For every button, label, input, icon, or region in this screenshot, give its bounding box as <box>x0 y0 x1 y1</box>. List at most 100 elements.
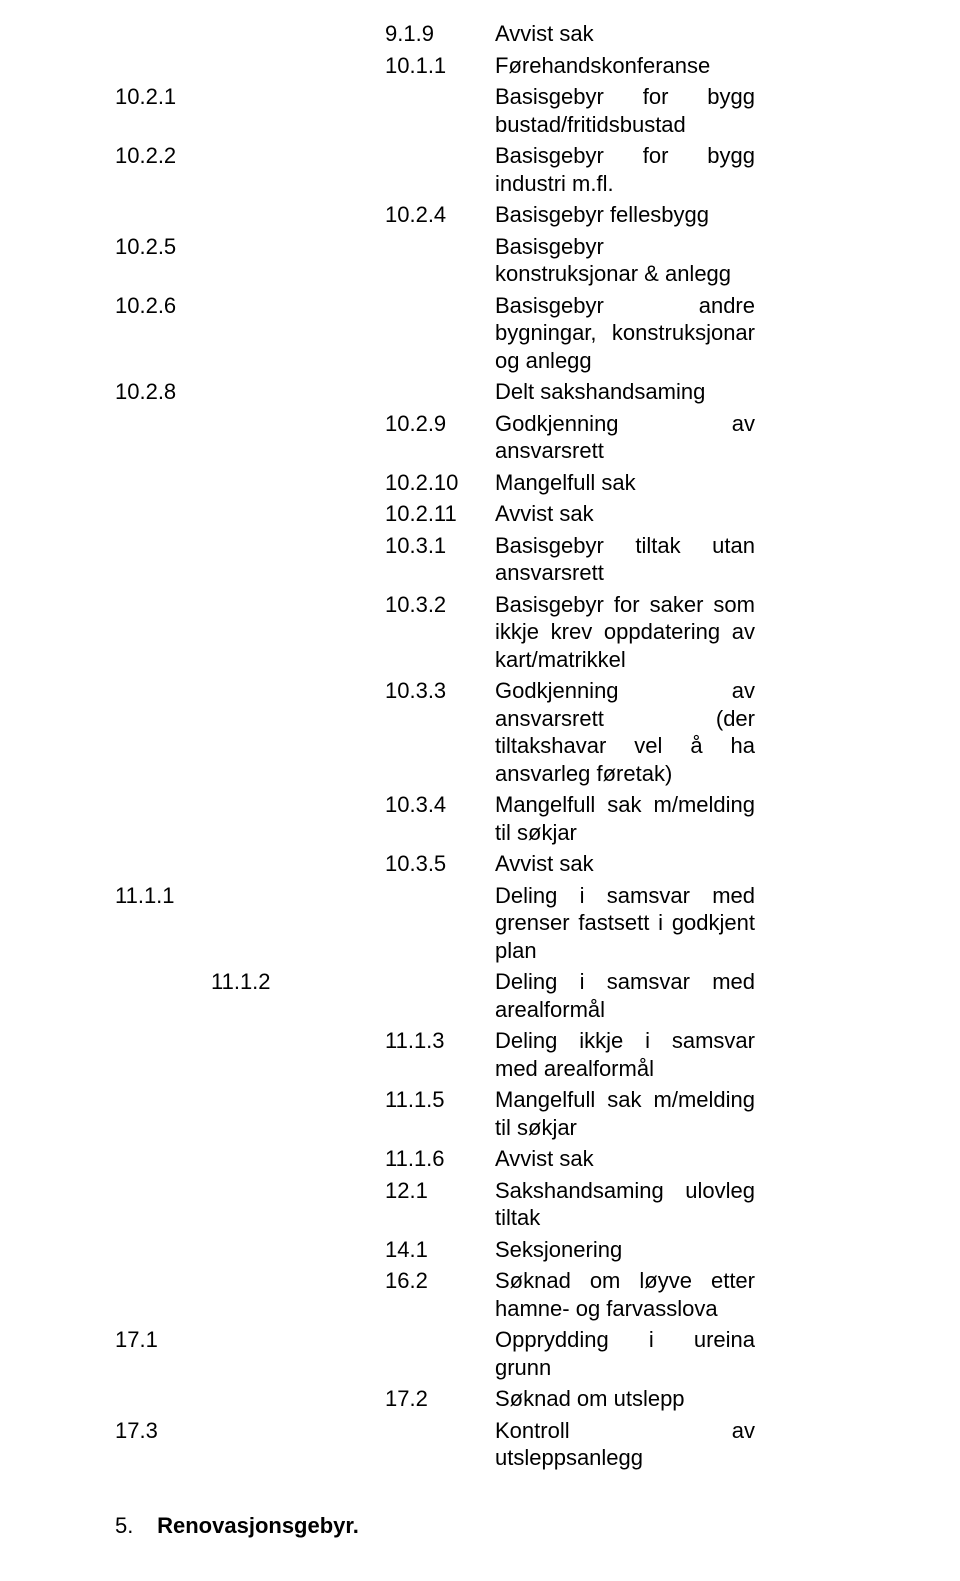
toc-text-line: ansvarsrett <box>495 437 755 465</box>
toc-text: Deling i samsvar medgrenser fastsett i g… <box>495 882 755 965</box>
toc-text-line: Kontroll av <box>495 1417 755 1445</box>
toc-row: 11.1.1Deling i samsvar medgrenser fastse… <box>115 882 845 965</box>
toc-row: 10.2.9Godkjenning avansvarsrett <box>115 410 845 465</box>
toc-row: 11.1.5Mangelfull sak m/meldingtil søkjar <box>115 1086 845 1141</box>
toc-row: 10.1.1Førehandskonferanse <box>115 52 845 80</box>
toc-row: 10.3.4Mangelfull sak m/meldingtil søkjar <box>115 791 845 846</box>
toc-text-line: Basisgebyr for bygg <box>495 142 755 170</box>
toc-text: Avvist sak <box>495 500 755 528</box>
toc-row: 16.2Søknad om løyve etterhamne- og farva… <box>115 1267 845 1322</box>
toc-row: 11.1.6Avvist sak <box>115 1145 845 1173</box>
toc-row: 17.3Kontroll avutsleppsanlegg <box>115 1417 845 1472</box>
toc-row: 14.1Seksjonering <box>115 1236 845 1264</box>
toc-row: 10.3.3Godkjenning avansvarsrett (dertilt… <box>115 677 845 787</box>
toc-number: 14.1 <box>115 1236 495 1264</box>
toc-row: 11.1.2Deling i samsvar medarealformål <box>115 968 845 1023</box>
toc-text-line: Deling i samsvar med <box>495 968 755 996</box>
toc-row: 10.2.11Avvist sak <box>115 500 845 528</box>
toc-text: Opprydding i ureinagrunn <box>495 1326 755 1381</box>
toc-number: 10.3.1 <box>115 532 495 587</box>
toc-text: Avvist sak <box>495 1145 755 1173</box>
toc-text: Godkjenning avansvarsrett <box>495 410 755 465</box>
toc-text-line: Basisgebyr tiltak utan <box>495 532 755 560</box>
toc-text-line: konstruksjonar & anlegg <box>495 260 755 288</box>
toc-text-line: grenser fastsett i godkjent <box>495 909 755 937</box>
toc-text: Basisgebyr for byggindustri m.fl. <box>495 142 755 197</box>
toc-text-line: Opprydding i ureina <box>495 1326 755 1354</box>
toc-number: 10.2.4 <box>115 201 495 229</box>
toc-number: 10.2.11 <box>115 500 495 528</box>
toc-number: 10.2.9 <box>115 410 495 465</box>
toc-list: 9.1.9Avvist sak10.1.1Førehandskonferanse… <box>115 20 845 1472</box>
toc-text-line: ansvarsrett <box>495 559 755 587</box>
toc-text-line: Deling i samsvar med <box>495 882 755 910</box>
toc-number: 11.1.1 <box>115 882 495 965</box>
toc-number: 10.2.10 <box>115 469 495 497</box>
toc-text-line: ikkje krev oppdatering av <box>495 618 755 646</box>
toc-text-line: ansvarleg føretak) <box>495 760 755 788</box>
toc-text-line: Godkjenning av <box>495 677 755 705</box>
toc-row: 12.1Sakshandsaming ulovlegtiltak <box>115 1177 845 1232</box>
toc-text: Sakshandsaming ulovlegtiltak <box>495 1177 755 1232</box>
toc-text: Delt sakshandsaming <box>495 378 755 406</box>
toc-number: 17.1 <box>115 1326 495 1381</box>
toc-row: 17.2Søknad om utslepp <box>115 1385 845 1413</box>
toc-text: Deling i samsvar medarealformål <box>495 968 755 1023</box>
toc-text-line: utsleppsanlegg <box>495 1444 755 1472</box>
toc-text-line: Basisgebyr for bygg <box>495 83 755 111</box>
toc-row: 10.3.1Basisgebyr tiltak utanansvarsrett <box>115 532 845 587</box>
toc-text-line: Deling ikkje i samsvar <box>495 1027 755 1055</box>
toc-text: Basisgebyrkonstruksjonar & anlegg <box>495 233 755 288</box>
toc-text-line: til søkjar <box>495 1114 755 1142</box>
toc-text-line: arealformål <box>495 996 755 1024</box>
toc-row: 10.2.6Basisgebyr andrebygningar, konstru… <box>115 292 845 375</box>
toc-text-line: Basisgebyr andre <box>495 292 755 320</box>
toc-text: Mangelfull sak m/meldingtil søkjar <box>495 791 755 846</box>
toc-number: 10.2.5 <box>115 233 495 288</box>
toc-number: 9.1.9 <box>115 20 495 48</box>
toc-row: 9.1.9Avvist sak <box>115 20 845 48</box>
toc-text-line: grunn <box>495 1354 755 1382</box>
toc-row: 10.2.4Basisgebyr fellesbygg <box>115 201 845 229</box>
toc-row: 10.2.1Basisgebyr for byggbustad/fritidsb… <box>115 83 845 138</box>
toc-number: 11.1.3 <box>115 1027 495 1082</box>
toc-number: 10.2.2 <box>115 142 495 197</box>
toc-text: Førehandskonferanse <box>495 52 755 80</box>
toc-row: 10.3.2Basisgebyr for saker somikkje krev… <box>115 591 845 674</box>
toc-text: Avvist sak <box>495 850 755 878</box>
toc-number: 10.2.6 <box>115 292 495 375</box>
toc-text-line: tiltak <box>495 1204 755 1232</box>
footer-text: Renovasjonsgebyr. <box>157 1513 359 1538</box>
toc-text: Basisgebyr for saker somikkje krev oppda… <box>495 591 755 674</box>
toc-number: 10.2.1 <box>115 83 495 138</box>
toc-row: 10.2.2Basisgebyr for byggindustri m.fl. <box>115 142 845 197</box>
toc-text-line: Søknad om løyve etter <box>495 1267 755 1295</box>
toc-number: 12.1 <box>115 1177 495 1232</box>
toc-text-line: med arealformål <box>495 1055 755 1083</box>
toc-text-line: industri m.fl. <box>495 170 755 198</box>
toc-text: Søknad om løyve etterhamne- og farvasslo… <box>495 1267 755 1322</box>
toc-text-line: Godkjenning av <box>495 410 755 438</box>
toc-row: 10.2.8Delt sakshandsaming <box>115 378 845 406</box>
toc-row: 10.3.5Avvist sak <box>115 850 845 878</box>
toc-number: 16.2 <box>115 1267 495 1322</box>
toc-text-line: bygningar, konstruksjonar <box>495 319 755 347</box>
toc-text-line: tiltakshavar vel å ha <box>495 732 755 760</box>
toc-number: 10.3.4 <box>115 791 495 846</box>
toc-text-line: Sakshandsaming ulovleg <box>495 1177 755 1205</box>
toc-text: Godkjenning avansvarsrett (dertiltakshav… <box>495 677 755 787</box>
footer-marker: 5. <box>115 1512 151 1540</box>
toc-text: Avvist sak <box>495 20 755 48</box>
footer-list-item: 5. Renovasjonsgebyr. <box>115 1512 845 1540</box>
toc-text: Basisgebyr andrebygningar, konstruksjona… <box>495 292 755 375</box>
toc-text: Mangelfull sak m/meldingtil søkjar <box>495 1086 755 1141</box>
toc-number: 11.1.6 <box>115 1145 495 1173</box>
toc-text-line: kart/matrikkel <box>495 646 755 674</box>
toc-number: 10.1.1 <box>115 52 495 80</box>
toc-text: Basisgebyr fellesbygg <box>495 201 755 229</box>
toc-text-line: Mangelfull sak m/melding <box>495 1086 755 1114</box>
toc-text: Søknad om utslepp <box>495 1385 755 1413</box>
toc-text-line: bustad/fritidsbustad <box>495 111 755 139</box>
toc-number: 11.1.2 <box>115 968 495 1023</box>
toc-row: 11.1.3Deling ikkje i samsvarmed arealfor… <box>115 1027 845 1082</box>
